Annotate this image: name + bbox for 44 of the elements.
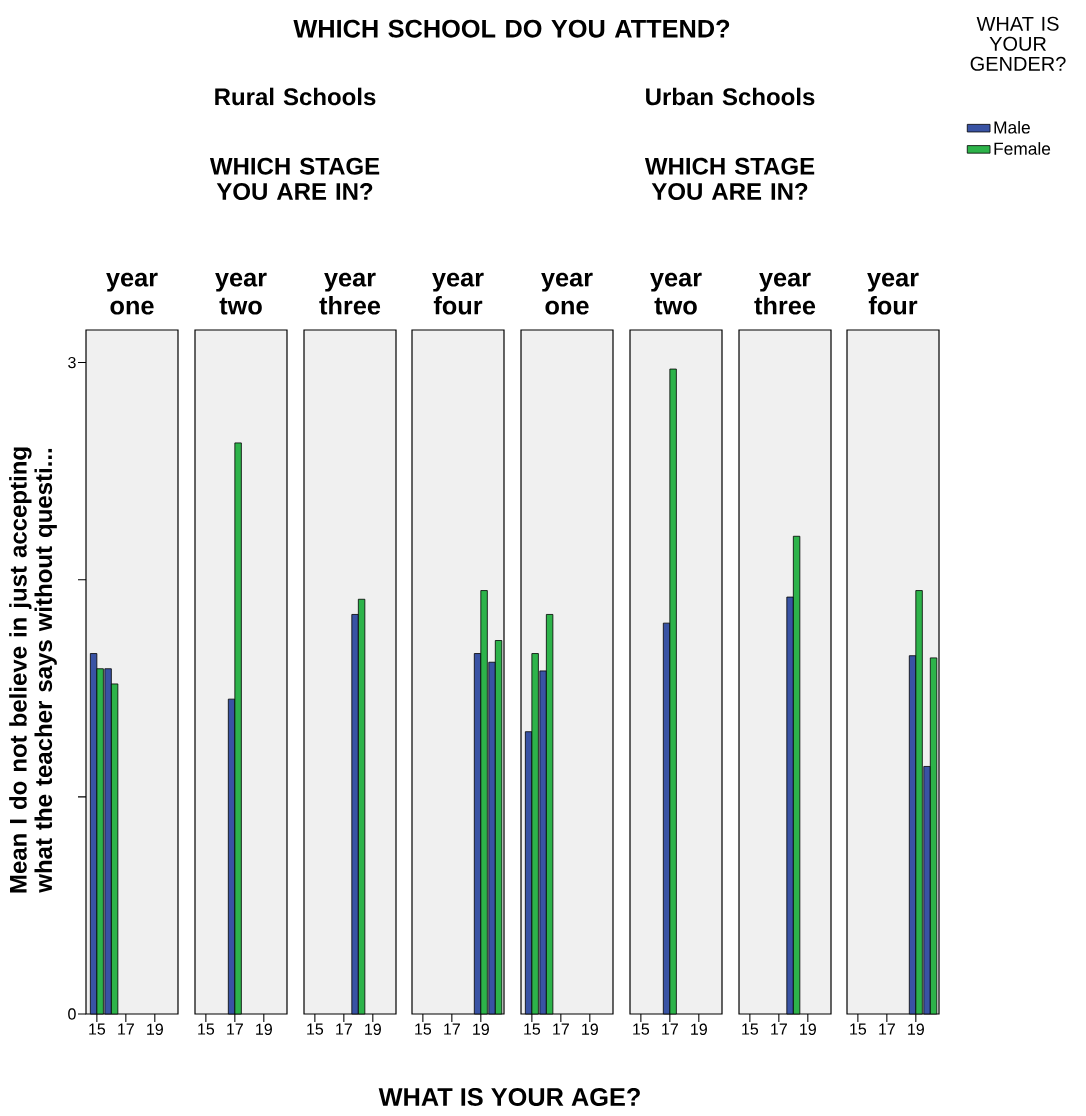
y-axis-title: Mean I do not believe in just accepting what the teacher says without questi... xyxy=(9,447,57,893)
text: Urban Schools xyxy=(646,87,815,106)
x-tick-label: 15 xyxy=(198,1023,215,1035)
x-tick-label: 19 xyxy=(800,1023,816,1035)
x-tick-label: 17 xyxy=(553,1023,569,1035)
x-tick-label: 17 xyxy=(118,1023,134,1035)
x-tick-label: 15 xyxy=(633,1023,650,1035)
x-tick-label: 19 xyxy=(256,1023,272,1035)
x-tick-label: 15 xyxy=(89,1023,106,1035)
x-tick-label: 15 xyxy=(307,1023,324,1035)
chart-title: year three xyxy=(754,272,816,315)
x-tick-label: 19 xyxy=(691,1023,707,1035)
text: Rural Schools xyxy=(215,87,376,106)
y-tick-label: 3 xyxy=(68,356,76,369)
y-tick-label: 0 xyxy=(68,1008,76,1020)
x-tick-label: 15 xyxy=(742,1023,759,1035)
x-tick-label: 19 xyxy=(473,1023,489,1035)
legend-label: Female xyxy=(994,142,1051,155)
chart-title: year four xyxy=(867,272,919,315)
legend-label: Male xyxy=(994,120,1030,134)
x-tick-label: 19 xyxy=(908,1023,924,1035)
chart-title: year one xyxy=(106,272,158,315)
text: WHICH STAGE YOU ARE IN? xyxy=(644,157,815,201)
legend-title: WHAT IS YOUR GENDER? xyxy=(970,16,1066,71)
x-tick-label: 17 xyxy=(879,1023,895,1035)
chart-title: year two xyxy=(650,272,702,315)
x-tick-label: 17 xyxy=(227,1023,243,1035)
text: WHICH SCHOOL DO YOU ATTEND? xyxy=(293,19,730,38)
x-tick-label: 17 xyxy=(336,1023,352,1035)
x-axis-title: WHAT IS YOUR AGE? xyxy=(378,1088,640,1106)
x-tick-label: 15 xyxy=(850,1023,867,1035)
x-tick-label: 19 xyxy=(582,1023,598,1035)
x-tick-label: 17 xyxy=(444,1023,460,1035)
x-tick-label: 19 xyxy=(365,1023,381,1035)
x-tick-label: 17 xyxy=(771,1023,787,1035)
x-tick-label: 17 xyxy=(662,1023,678,1035)
chart-title: year four xyxy=(432,272,484,315)
chart-title: year two xyxy=(215,272,267,315)
x-tick-label: 15 xyxy=(415,1023,432,1035)
x-tick-label: 15 xyxy=(524,1023,541,1035)
chart-title: year three xyxy=(319,272,381,315)
chart-title: year one xyxy=(541,272,593,315)
x-tick-label: 19 xyxy=(147,1023,163,1035)
text: WHICH STAGE YOU ARE IN? xyxy=(209,157,380,201)
